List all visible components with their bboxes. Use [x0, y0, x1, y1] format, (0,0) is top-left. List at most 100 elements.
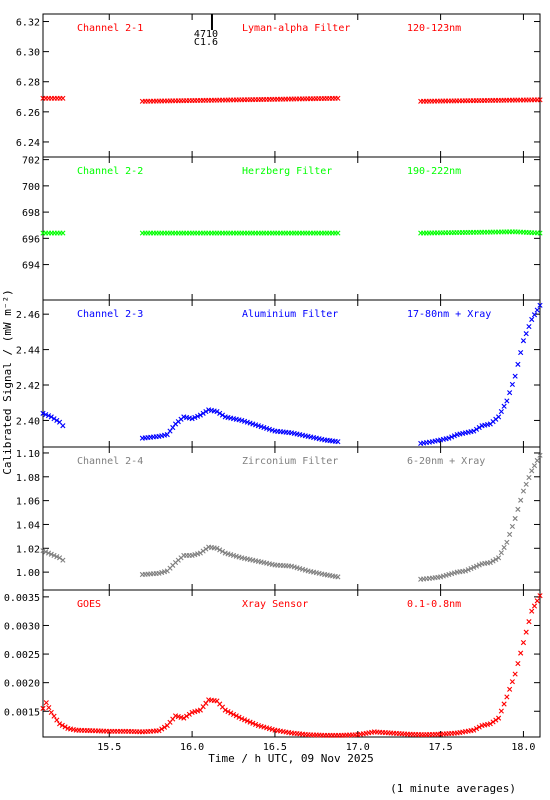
- data-point: [253, 721, 259, 728]
- data-point: [228, 710, 234, 716]
- data-point: [214, 545, 220, 551]
- data-point: [59, 722, 65, 728]
- panel-label: 190-222nm: [407, 166, 461, 177]
- data-point: [504, 694, 510, 700]
- data-point: [509, 381, 515, 388]
- data-point: [164, 432, 170, 438]
- data-point: [156, 728, 162, 734]
- data-point: [217, 547, 223, 553]
- data-point: [518, 497, 524, 503]
- data-point: [60, 95, 66, 101]
- data-point: [51, 416, 57, 422]
- data-point: [230, 711, 237, 717]
- data-point: [183, 713, 190, 719]
- data-point: [250, 720, 256, 726]
- y-tick-label: 2.44: [16, 346, 40, 357]
- data-point: [504, 539, 510, 545]
- data-point: [501, 403, 507, 409]
- y-tick-label: 6.30: [16, 48, 40, 59]
- data-point: [181, 715, 187, 721]
- data-point: [495, 414, 502, 420]
- data-point: [520, 640, 527, 646]
- data-point: [468, 565, 474, 572]
- data-point: [515, 506, 521, 512]
- panels-group: 6.24 6.26 6.28 6.30 6.32 Channel 2-1 Lyman-alp…: [4, 13, 543, 753]
- data-point: [498, 708, 504, 714]
- panel-label: Herzberg Filter: [242, 166, 332, 177]
- data-point: [476, 562, 482, 568]
- data-point: [526, 323, 532, 330]
- x-tick-label: 17.5: [429, 742, 453, 753]
- y-tick-label: 702: [22, 156, 40, 167]
- data-point: [523, 481, 529, 487]
- data-point: [501, 701, 507, 707]
- data-point: [526, 474, 532, 481]
- data-point: [54, 417, 60, 424]
- data-point: [471, 564, 477, 570]
- event-marker-label-top: 4710: [194, 29, 218, 40]
- data-point: [495, 555, 502, 561]
- data-point: [518, 650, 524, 656]
- x-tick-label: 16.0: [180, 742, 204, 753]
- data-point: [54, 554, 60, 560]
- y-tick-label: 0.0035: [4, 593, 40, 604]
- y-tick-label: 0.0015: [4, 707, 40, 718]
- data-point: [498, 550, 504, 556]
- data-point: [476, 424, 482, 431]
- data-point: [507, 531, 513, 537]
- y-tick-label: 2.40: [16, 416, 40, 427]
- data-point: [200, 410, 206, 416]
- y-tick-label: 1.02: [16, 544, 40, 555]
- x-tick-label: 18.0: [511, 742, 535, 753]
- panel-label: 17-80nm + Xray: [407, 309, 491, 320]
- data-point: [56, 721, 63, 727]
- data-point: [507, 686, 513, 692]
- panel-label: 120-123nm: [407, 23, 461, 34]
- y-tick-label: 1.06: [16, 497, 40, 508]
- data-point: [529, 468, 535, 474]
- data-point: [531, 312, 538, 318]
- panel-label: Channel 2-1: [77, 23, 143, 34]
- data-point: [60, 230, 66, 236]
- y-tick-label: 1.10: [16, 449, 40, 460]
- data-point: [537, 230, 543, 236]
- data-point: [170, 424, 176, 431]
- panel-label: GOES: [77, 599, 101, 610]
- event-marker-label-bottom: C1.6: [194, 37, 218, 48]
- data-point: [45, 550, 52, 556]
- data-point: [225, 708, 231, 715]
- data-point: [520, 338, 527, 344]
- data-point: [159, 726, 165, 732]
- y-tick-label: 2.42: [16, 381, 40, 392]
- panel-label: Aluminium Filter: [242, 309, 338, 320]
- y-tick-label: 6.26: [16, 108, 40, 119]
- y-tick-label: 2.46: [16, 310, 40, 321]
- data-point: [40, 548, 46, 554]
- data-point: [217, 410, 223, 416]
- data-point: [186, 711, 192, 717]
- data-point: [534, 307, 540, 313]
- data-point: [189, 416, 195, 422]
- y-tick-label: 6.24: [16, 138, 40, 149]
- data-point: [335, 95, 341, 101]
- data-point: [219, 412, 226, 418]
- data-point: [487, 721, 493, 727]
- panel-channel-2-1: 6.24 6.26 6.28 6.30 6.32 Channel 2-1 Lyman-alp…: [16, 13, 543, 158]
- data-point: [236, 714, 242, 720]
- y-tick-label: 694: [22, 261, 40, 272]
- data-point: [214, 408, 220, 415]
- data-point: [534, 598, 540, 604]
- y-tick-label: 1.08: [16, 473, 40, 484]
- data-point: [495, 715, 502, 721]
- data-point: [46, 704, 52, 711]
- panel-label: 0.1-0.8nm: [407, 599, 461, 610]
- y-tick-label: 6.28: [16, 78, 40, 89]
- data-point: [534, 457, 540, 464]
- y-tick-label: 0.0030: [4, 621, 40, 632]
- y-tick-label: 0.0025: [4, 650, 40, 661]
- data-point: [490, 558, 496, 564]
- y-tick-label: 6.32: [16, 18, 40, 29]
- y-tick-label: 0.0020: [4, 679, 40, 690]
